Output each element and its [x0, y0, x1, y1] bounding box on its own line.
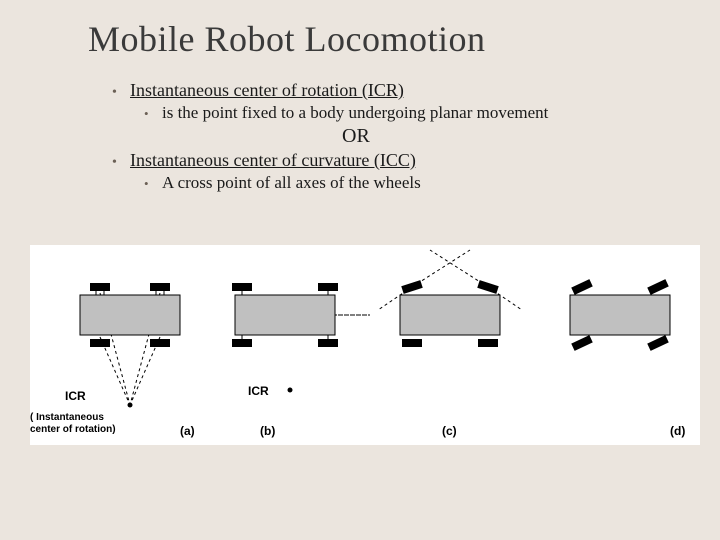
bullet-dot-icon: •	[112, 155, 130, 171]
slide-title: Mobile Robot Locomotion	[0, 0, 720, 60]
bullet-icc-sub-text: A cross point of all axes of the wheels	[162, 173, 421, 193]
bullet-icc: • Instantaneous center of curvature (ICC…	[112, 150, 720, 171]
svg-text:(a): (a)	[180, 424, 195, 438]
or-separator: OR	[112, 125, 720, 148]
bullet-dot-icon: •	[112, 85, 130, 101]
svg-text:(b): (b)	[260, 424, 275, 438]
bullet-icc-label: Instantaneous center of curvature (ICC)	[130, 150, 416, 171]
svg-text:(d): (d)	[670, 424, 685, 438]
diagram-container: ICR ( Instantaneouscenter of rotation) (a)…	[30, 245, 700, 445]
bullet-list: • Instantaneous center of rotation (ICR)…	[0, 60, 720, 193]
bullet-icc-sub: • A cross point of all axes of the wheel…	[112, 173, 720, 193]
svg-text:center of rotation): center of rotation)	[30, 424, 116, 435]
bullet-icr-sub: • is the point fixed to a body undergoin…	[112, 103, 720, 123]
icr-diagram: ICR ( Instantaneouscenter of rotation) (a)…	[30, 245, 700, 445]
bullet-icr-sub-text: is the point fixed to a body undergoing …	[162, 103, 548, 123]
bullet-icr: • Instantaneous center of rotation (ICR)	[112, 80, 720, 101]
svg-text:(c): (c)	[442, 424, 457, 438]
svg-text:ICR: ICR	[248, 384, 269, 398]
svg-text:ICR: ICR	[65, 389, 86, 403]
bullet-icr-label: Instantaneous center of rotation (ICR)	[130, 80, 404, 101]
svg-text:( Instantaneous: ( Instantaneous	[30, 412, 104, 423]
bullet-dot-icon: •	[144, 176, 162, 192]
bullet-dot-icon: •	[144, 106, 162, 122]
